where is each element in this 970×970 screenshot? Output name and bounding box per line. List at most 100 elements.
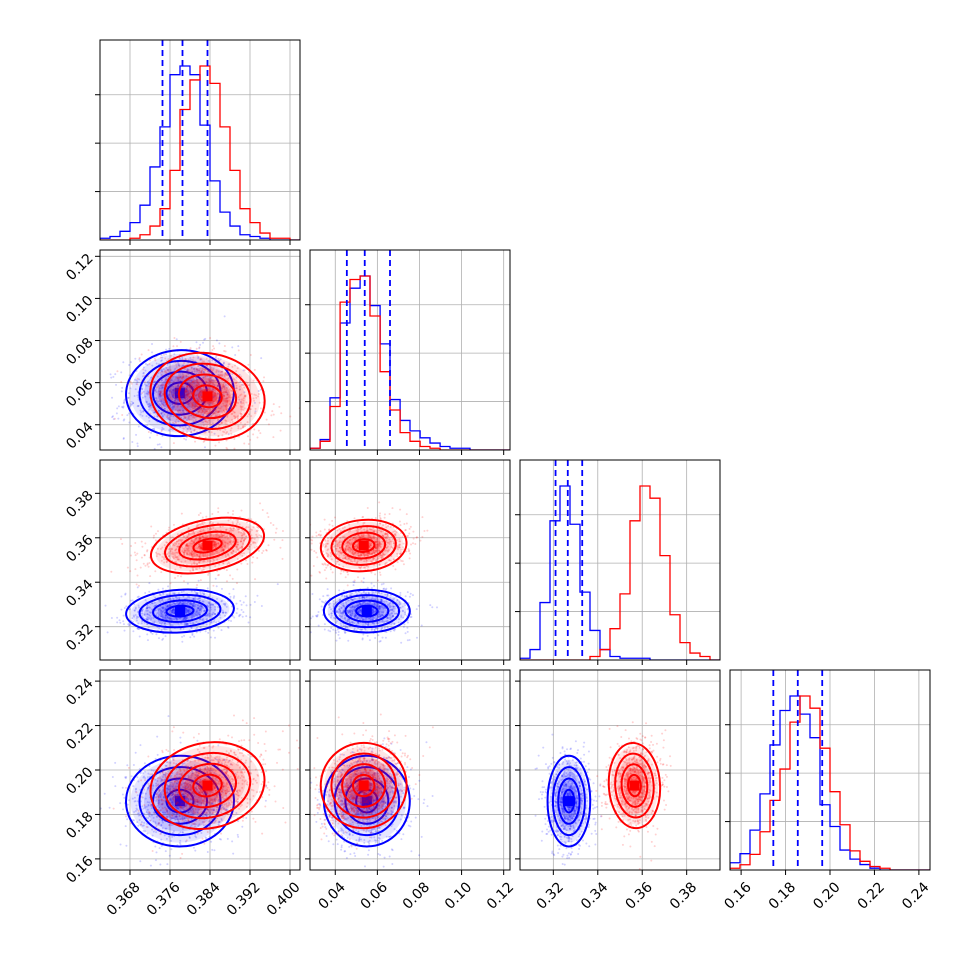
scatter-point	[148, 582, 151, 585]
scatter-point	[186, 398, 189, 401]
scatter-point	[225, 569, 228, 572]
scatter-point	[162, 401, 165, 404]
scatter-point	[178, 602, 181, 605]
scatter-point	[176, 556, 179, 559]
scatter-point	[145, 392, 148, 395]
scatter-point	[196, 399, 199, 402]
scatter-point	[223, 374, 226, 377]
scatter-point	[160, 370, 163, 373]
scatter-point	[239, 412, 242, 415]
scatter-point	[173, 592, 176, 595]
scatter-point	[164, 614, 167, 617]
scatter-point	[229, 429, 232, 432]
scatter-point	[224, 350, 227, 353]
scatter-point	[144, 542, 147, 545]
scatter-point	[250, 415, 253, 418]
scatter-point	[162, 609, 165, 612]
scatter-point	[168, 347, 171, 350]
scatter-point	[399, 591, 402, 594]
scatter-point	[239, 599, 242, 602]
scatter-point	[240, 400, 243, 403]
scatter-point	[220, 387, 223, 390]
scatter-point	[185, 612, 188, 615]
scatter-point	[235, 602, 238, 605]
scatter-point	[211, 389, 214, 392]
scatter-point	[141, 379, 144, 382]
scatter-point	[256, 556, 259, 559]
scatter-point	[199, 579, 202, 582]
scatter-point	[216, 552, 219, 555]
scatter-point	[161, 426, 164, 429]
scatter-point	[318, 570, 321, 573]
scatter-point	[172, 592, 175, 595]
scatter-point	[106, 631, 109, 634]
scatter-point	[215, 378, 218, 381]
scatter-point	[169, 404, 172, 407]
scatter-point	[189, 389, 192, 392]
scatter-point	[231, 346, 234, 349]
scatter-point	[200, 407, 203, 410]
scatter-point	[236, 607, 239, 610]
scatter-point	[230, 427, 233, 430]
scatter-point	[236, 521, 239, 524]
scatter-point	[227, 379, 230, 382]
scatter-point	[177, 383, 180, 386]
scatter-point	[240, 406, 243, 409]
scatter-point	[136, 405, 139, 408]
scatter-point	[223, 409, 226, 412]
scatter-point	[167, 375, 170, 378]
scatter-point	[186, 386, 189, 389]
scatter-point	[211, 387, 214, 390]
scatter-point	[198, 567, 201, 570]
scatter-point	[202, 389, 205, 392]
scatter-point	[252, 422, 255, 425]
scatter-point	[175, 556, 178, 559]
scatter-point	[210, 603, 213, 606]
scatter-point	[233, 415, 236, 418]
scatter-point	[140, 540, 143, 543]
scatter-point	[189, 347, 192, 350]
scatter-point	[408, 527, 411, 530]
scatter-point	[197, 543, 200, 546]
scatter-point	[184, 560, 187, 563]
scatter-point	[210, 376, 213, 379]
scatter-point	[221, 386, 224, 389]
scatter-point	[207, 359, 210, 362]
scatter-point	[217, 620, 220, 623]
scatter-point	[124, 592, 127, 595]
scatter-point	[195, 591, 198, 594]
scatter-point	[184, 617, 187, 620]
scatter-point	[236, 367, 239, 370]
scatter-point	[164, 615, 167, 618]
scatter-point	[250, 534, 253, 537]
scatter-point	[211, 381, 214, 384]
scatter-point	[161, 392, 164, 395]
scatter-point	[170, 398, 173, 401]
scatter-point	[195, 397, 198, 400]
scatter-point	[184, 399, 187, 402]
scatter-point	[204, 555, 207, 558]
scatter-point	[241, 529, 244, 532]
scatter-point	[165, 366, 168, 369]
scatter-point	[137, 616, 140, 619]
scatter-point	[237, 427, 240, 430]
scatter-point	[218, 397, 221, 400]
scatter-point	[193, 598, 196, 601]
scatter-point	[239, 421, 242, 424]
scatter-point	[195, 610, 198, 613]
scatter-point	[218, 382, 221, 385]
scatter-point	[134, 388, 137, 391]
scatter-point	[225, 391, 228, 394]
scatter-point	[169, 597, 172, 600]
scatter-point	[203, 609, 206, 612]
scatter-point	[205, 410, 208, 413]
scatter-point	[152, 389, 155, 392]
scatter-point	[176, 399, 179, 402]
scatter-point	[218, 414, 221, 417]
scatter-point	[400, 641, 403, 644]
scatter-point	[227, 407, 230, 410]
scatter-point	[247, 371, 250, 374]
scatter-point	[178, 364, 181, 367]
scatter-point	[195, 611, 198, 614]
scatter-point	[222, 410, 225, 413]
